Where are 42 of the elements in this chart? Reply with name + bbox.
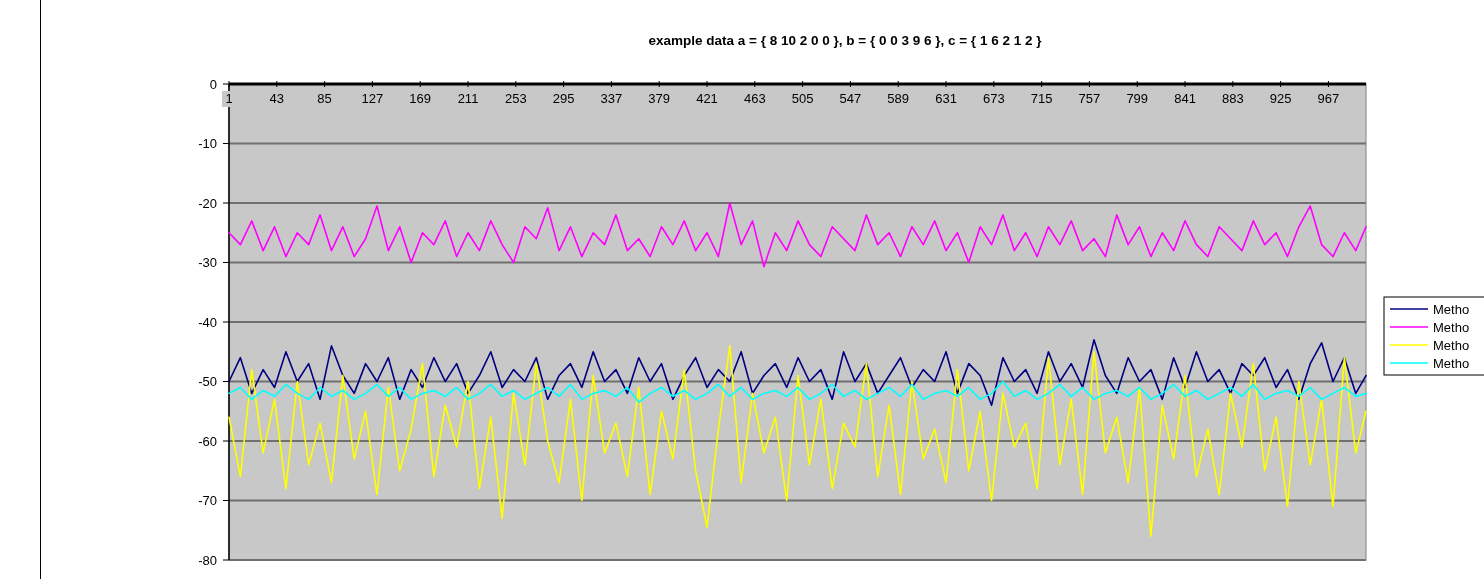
y-tick-label: -10 xyxy=(198,136,217,152)
line-series xyxy=(228,345,1367,537)
x-tick-label: 547 xyxy=(839,91,862,106)
x-tick-label: 715 xyxy=(1030,91,1053,106)
x-tick-label: 757 xyxy=(1078,91,1101,106)
chart-title: example data a = { 8 10 2 0 0 }, b = { 0 0 3 9 6 }, c = { 1 6 2 1 2 } xyxy=(648,33,1043,48)
x-tick-label: 85 xyxy=(317,91,332,106)
x-tick-label: 43 xyxy=(269,91,285,106)
line-series xyxy=(228,380,1367,404)
legend-label: Metho xyxy=(1433,301,1470,317)
y-tick-label: 0 xyxy=(209,76,217,92)
x-tick-label: 379 xyxy=(648,91,671,106)
x-tick-label: 1 xyxy=(225,91,233,106)
x-tick-label: 505 xyxy=(791,91,814,106)
x-tick-label: 925 xyxy=(1269,91,1292,106)
x-tick-label: 673 xyxy=(982,91,1005,106)
x-tick-label: 169 xyxy=(409,91,432,106)
x-tick-label: 337 xyxy=(600,91,623,106)
x-tick-label: 841 xyxy=(1174,91,1196,106)
y-tick-label: -70 xyxy=(198,493,217,509)
x-tick-label: 967 xyxy=(1317,91,1340,106)
x-tick-label: 127 xyxy=(361,91,384,106)
y-tick-label: -60 xyxy=(198,433,217,449)
y-tick-label: -80 xyxy=(198,552,217,568)
y-tick-label: -20 xyxy=(198,195,217,211)
x-tick-label: 589 xyxy=(887,91,910,106)
x-tick-label: 631 xyxy=(935,91,957,106)
y-tick-label: -50 xyxy=(198,374,217,390)
x-tick-label: 799 xyxy=(1126,91,1149,106)
x-tick-label: 253 xyxy=(504,91,527,106)
x-tick-label: 463 xyxy=(743,91,766,106)
y-tick-label: -40 xyxy=(198,314,217,330)
legend-label: Metho xyxy=(1433,337,1470,353)
legend-label: Metho xyxy=(1433,355,1470,371)
x-tick-label: 883 xyxy=(1221,91,1244,106)
legend-label: Metho xyxy=(1433,319,1470,335)
y-tick-label: -30 xyxy=(198,255,217,271)
line-series xyxy=(228,202,1367,268)
x-tick-label: 295 xyxy=(552,91,575,106)
line-series xyxy=(228,339,1367,407)
x-tick-label: 211 xyxy=(457,91,479,106)
x-tick-label: 421 xyxy=(696,91,718,106)
